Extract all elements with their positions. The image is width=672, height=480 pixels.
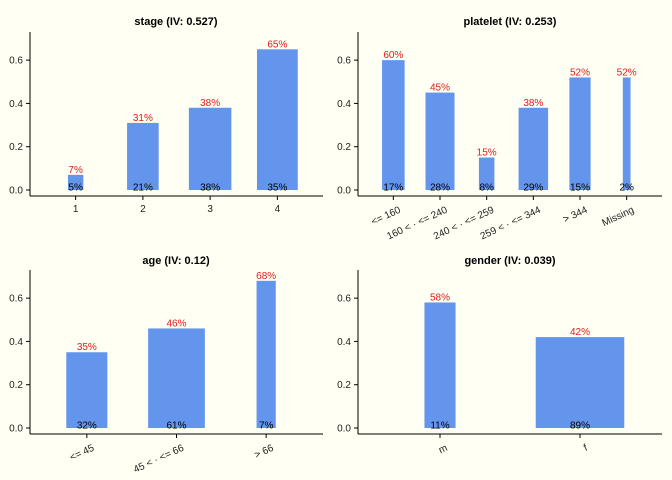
bar [622,77,631,190]
bar [256,49,298,191]
y-tick-label: 0.0 [9,424,23,435]
chart-title: age (IV: 0.12) [142,255,210,267]
bar [535,337,625,428]
x-tick-label: Missing [601,205,636,229]
bar [127,122,159,190]
bar-share-label: 5% [68,183,83,194]
y-tick-label: 0.6 [9,294,23,305]
chart-title: platelet (IV: 0.253) [464,16,557,28]
x-tick-label: 1 [73,204,79,215]
bar-value-label: 60% [383,50,403,61]
bar-share-label: 61% [166,421,186,432]
bar [518,107,549,190]
bar-value-label: 15% [477,148,497,159]
bar-share-label: 38% [200,183,220,194]
bar-value-label: 58% [430,292,450,303]
x-tick-label: > 66 [253,443,276,461]
bar-share-label: 8% [479,183,494,194]
bar-share-label: 17% [383,183,403,194]
bar [188,107,232,190]
bar [478,157,495,190]
bar-value-label: 38% [523,98,543,109]
bar-value-label: 52% [617,67,637,78]
x-tick-label: <= 160 [370,205,403,228]
y-tick-label: 0.2 [9,142,23,153]
bar-value-label: 65% [267,39,287,50]
x-tick-label: m [437,443,449,456]
bar [425,92,455,190]
bar-share-label: 29% [523,183,543,194]
bar-share-label: 21% [133,183,153,194]
chart-panel: platelet (IV: 0.253) 0.0 0.2 0.4 0.6 60% 17% <=… [337,16,662,242]
y-tick-label: 0.2 [9,380,23,391]
bar-value-label: 7% [68,165,83,176]
bar-share-label: 2% [619,183,634,194]
y-tick-label: 0.6 [337,294,351,305]
bar-share-label: 32% [77,421,97,432]
y-tick-label: 0.2 [337,142,351,153]
bar-value-label: 52% [570,67,590,78]
bar-value-label: 31% [133,113,153,124]
bar-value-label: 42% [570,327,590,338]
y-tick-label: 0.4 [9,337,23,348]
bar [382,60,405,190]
chart-title: gender (IV: 0.039) [464,255,555,267]
x-tick-label: > 344 [562,205,590,226]
bar-value-label: 35% [77,342,97,353]
bar-share-label: 28% [430,183,450,194]
bar [66,352,108,428]
bar-share-label: 11% [430,421,449,432]
y-tick-label: 0.4 [337,99,351,110]
y-tick-label: 0.4 [337,337,351,348]
bar-value-label: 38% [200,98,220,109]
x-tick-label: 3 [207,204,213,215]
bar [569,77,591,190]
x-tick-label: f [582,443,589,454]
bar-share-label: 89% [570,421,590,432]
bar [148,328,205,428]
y-tick-label: 0.4 [9,99,23,110]
chart-panel: age (IV: 0.12) 0.0 0.2 0.4 0.6 35% 32% <= 45 46%… [9,255,323,476]
bar [256,280,276,428]
chart-panel: gender (IV: 0.039) 0.0 0.2 0.4 0.6 58% 11% m 42%… [337,255,662,456]
bar-share-label: 15% [570,183,590,194]
x-tick-label: 4 [275,204,281,215]
y-tick-label: 0.0 [9,186,23,197]
y-tick-label: 0.6 [337,56,351,67]
x-tick-label: <= 45 [68,443,96,464]
y-tick-label: 0.2 [337,380,351,391]
bar-value-label: 68% [256,271,276,282]
chart-panel: stage (IV: 0.527) 0.0 0.2 0.4 0.6 7% 5% 1 31% 21%… [9,16,323,215]
y-tick-label: 0.0 [337,186,351,197]
bar [67,174,84,190]
bar-value-label: 45% [430,83,450,94]
bar [424,302,456,428]
bar-share-label: 7% [259,421,274,432]
bar-value-label: 46% [166,318,186,329]
y-tick-label: 0.6 [9,56,23,67]
x-tick-label: 45 < · <= 66 [132,443,186,476]
x-tick-label: 2 [140,204,146,215]
chart-title: stage (IV: 0.527) [134,16,217,28]
bar-share-label: 35% [267,183,287,194]
y-tick-label: 0.0 [337,424,351,435]
